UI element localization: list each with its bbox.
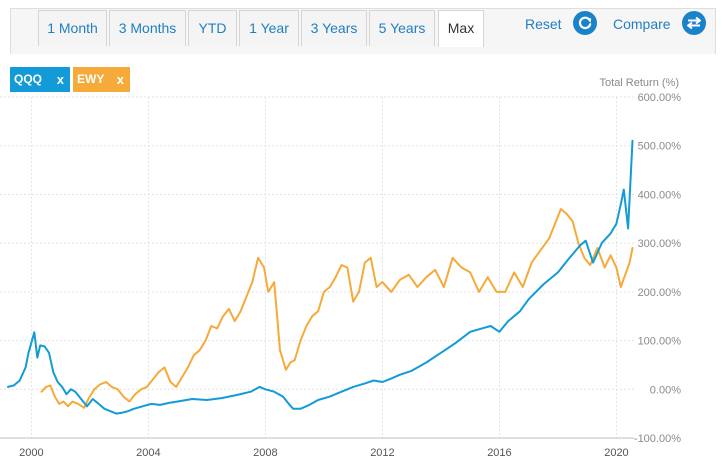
x-tick-label: 2000 xyxy=(19,447,43,459)
y-tick-label: 100.00% xyxy=(638,336,682,348)
close-icon[interactable]: x xyxy=(116,72,124,87)
x-tick-label: 2004 xyxy=(136,447,160,459)
refresh-icon[interactable] xyxy=(573,11,597,35)
chip-qqq[interactable]: QQQ x xyxy=(10,67,70,92)
tab-3-years[interactable]: 3 Years xyxy=(301,10,367,46)
x-tick-label: 2020 xyxy=(604,447,628,459)
tab-1-month[interactable]: 1 Month xyxy=(38,10,107,46)
chip-ewy-label: EWY xyxy=(77,72,105,86)
x-tick-label: 2016 xyxy=(487,447,511,459)
y-axis-title: Total Return (%) xyxy=(600,77,679,89)
chip-qqq-label: QQQ xyxy=(14,72,43,86)
y-tick-label: 500.00% xyxy=(638,141,682,153)
tab-5-years[interactable]: 5 Years xyxy=(369,10,435,46)
tab-3-months[interactable]: 3 Months xyxy=(109,10,186,46)
x-tick-label: 2008 xyxy=(253,447,277,459)
x-tick-label: 2012 xyxy=(370,447,394,459)
chip-ewy[interactable]: EWY x xyxy=(73,67,130,92)
y-tick-label: 200.00% xyxy=(638,287,682,299)
y-tick-label: 600.00% xyxy=(638,92,682,104)
y-tick-label: 300.00% xyxy=(638,238,682,250)
tab-max[interactable]: Max xyxy=(438,10,484,47)
y-tick-label: -100.00% xyxy=(634,433,681,445)
series-line-qqq xyxy=(7,139,634,415)
reset-link[interactable]: Reset xyxy=(525,16,562,32)
series-line-ewy xyxy=(40,208,634,409)
close-icon[interactable]: x xyxy=(56,72,64,87)
y-tick-label: 0.00% xyxy=(650,384,681,396)
tab-1-year[interactable]: 1 Year xyxy=(239,10,299,46)
compare-link[interactable]: Compare xyxy=(613,16,671,32)
swap-arrows-icon[interactable] xyxy=(682,11,706,35)
tab-ytd[interactable]: YTD xyxy=(188,10,237,46)
y-tick-label: 400.00% xyxy=(638,189,682,201)
